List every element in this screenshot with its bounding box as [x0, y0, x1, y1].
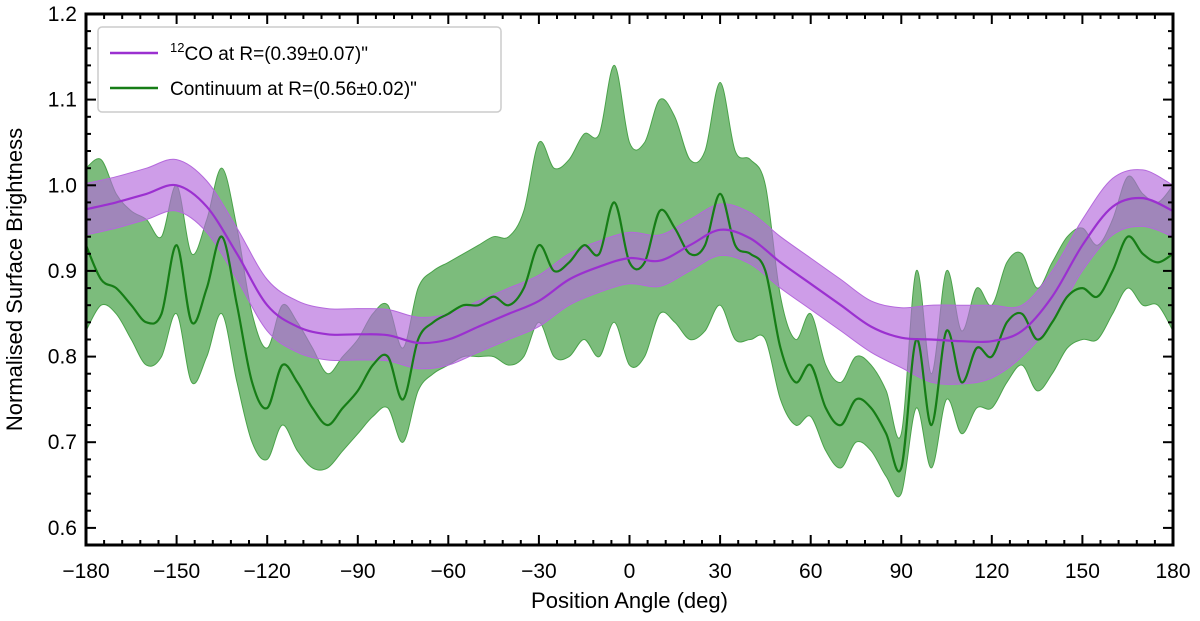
x-tick-label-150: 150 — [1065, 560, 1100, 583]
x-axis-title: Position Angle (deg) — [531, 588, 728, 613]
x-tick-label-90: −90 — [340, 560, 376, 583]
x-tick-label-90: 90 — [890, 560, 913, 583]
legend-label-co-main: CO at R=(0.39±0.07)" — [184, 44, 368, 65]
x-tick-label-0: 0 — [624, 560, 636, 583]
legend: 12CO at R=(0.39±0.07)" Continuum at R=(0… — [97, 26, 502, 113]
y-tick-label-0-6: 0.6 — [48, 517, 77, 540]
y-tick-label-1-0: 1.0 — [48, 174, 77, 197]
x-tick-label-180: −180 — [62, 560, 109, 583]
legend-label-continuum: Continuum at R=(0.56±0.02)" — [170, 79, 417, 100]
x-tick-labels: −180 −150 −120 −90 −60 −30 0 30 60 90 120 150 180 — [62, 560, 1190, 583]
line-continuum — [86, 192, 1173, 473]
legend-label-co: 12CO at R=(0.39±0.07)" — [170, 40, 368, 65]
legend-label-co-sup: 12 — [170, 40, 184, 55]
lines-layer — [86, 183, 1173, 473]
y-tick-label-1-1: 1.1 — [48, 89, 77, 112]
x-tick-label-30: 30 — [708, 560, 731, 583]
legend-box — [97, 26, 502, 113]
y-tick-label-0-9: 0.9 — [48, 260, 77, 283]
x-tick-label-180: 180 — [1155, 560, 1190, 583]
y-axis-title: Normalised Surface Brightness — [2, 128, 27, 431]
x-tick-label-30: −30 — [521, 560, 557, 583]
x-tick-label-60: −60 — [430, 560, 466, 583]
ticks-layer — [85, 13, 1174, 545]
y-tick-labels: 0.6 0.7 0.8 0.9 1.0 1.1 1.2 — [48, 3, 77, 540]
y-tick-label-0-8: 0.8 — [48, 346, 77, 369]
x-tick-label-120: 120 — [974, 560, 1009, 583]
y-tick-label-0-7: 0.7 — [48, 431, 77, 454]
x-tick-label-60: 60 — [799, 560, 822, 583]
x-tick-label-120: −120 — [244, 560, 291, 583]
x-tick-label-150: −150 — [153, 560, 200, 583]
y-tick-label-1-2: 1.2 — [48, 3, 77, 26]
